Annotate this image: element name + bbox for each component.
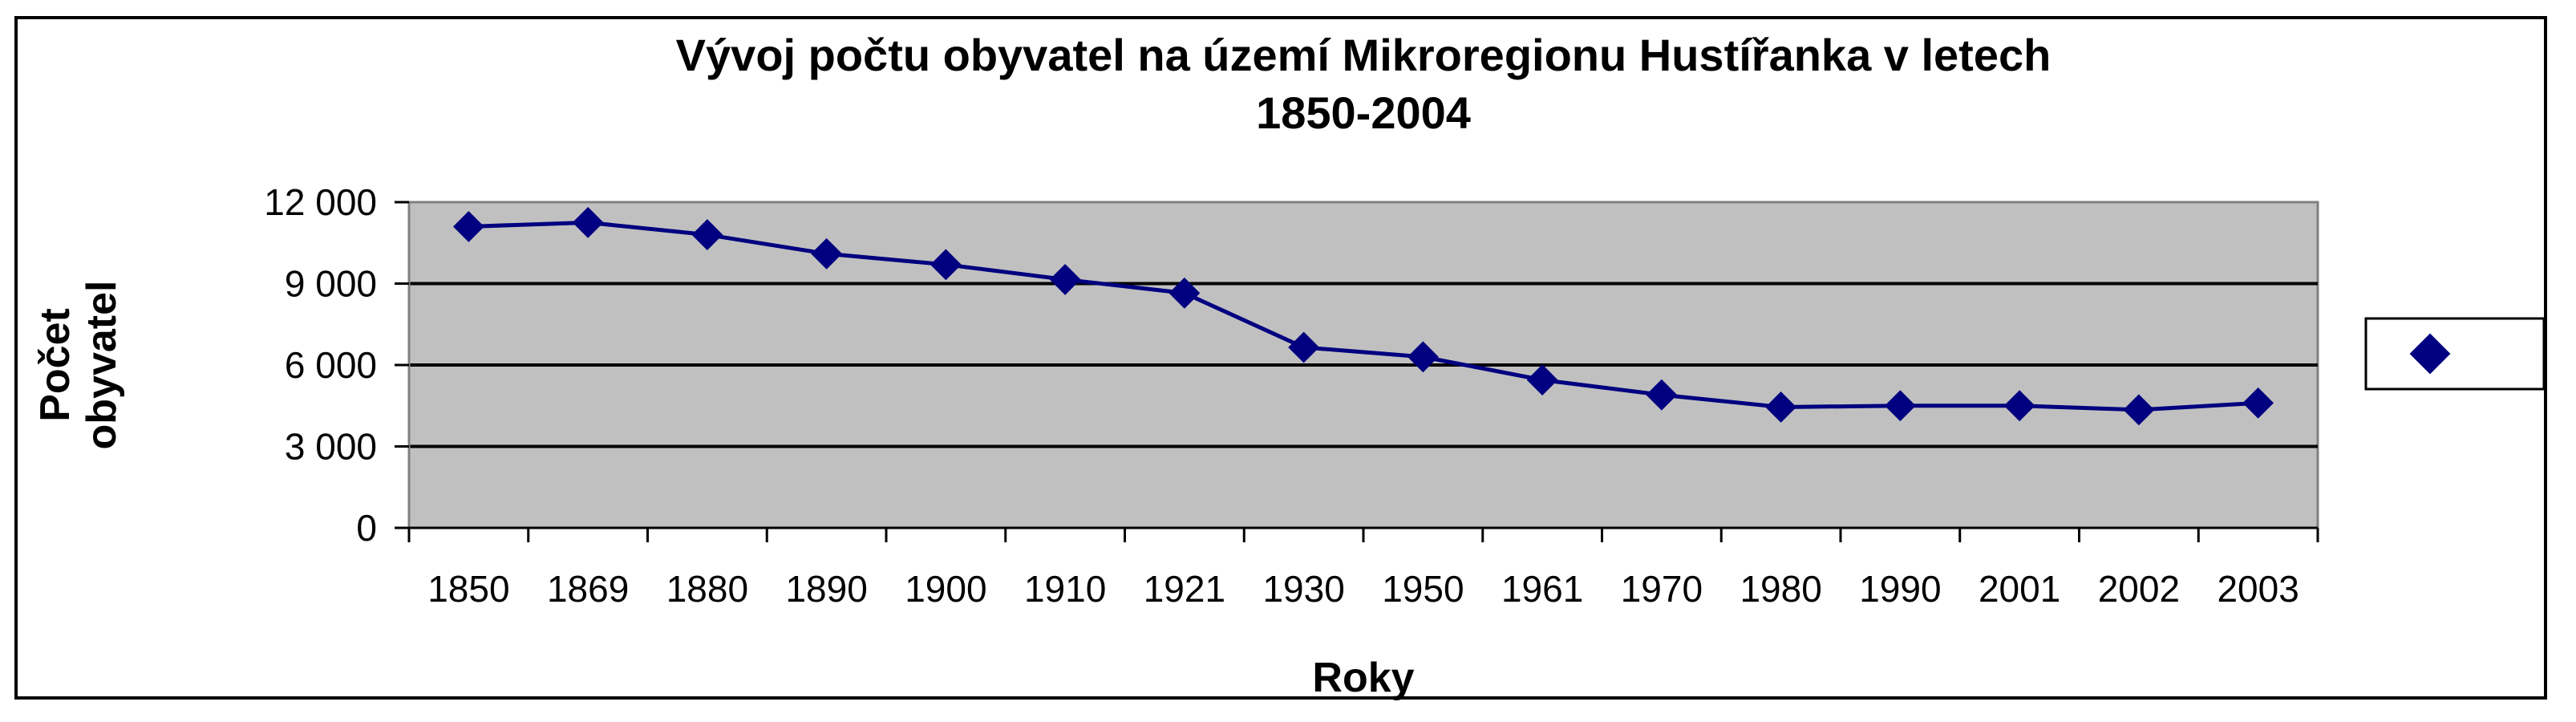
x-tick-label: 1990 bbox=[1859, 568, 1941, 610]
y-tick-label: 0 bbox=[356, 507, 377, 549]
data-point bbox=[1884, 390, 1916, 422]
y-tick-label: 12 000 bbox=[264, 181, 377, 223]
x-tick-label: 1970 bbox=[1621, 568, 1703, 610]
x-tick-label: 1950 bbox=[1382, 568, 1464, 610]
data-point bbox=[811, 237, 843, 270]
x-tick-label: 1921 bbox=[1144, 568, 1225, 610]
data-point bbox=[452, 211, 484, 242]
data-point bbox=[2242, 387, 2274, 419]
y-tick-label: 6 000 bbox=[285, 344, 377, 386]
series-layer bbox=[452, 206, 2274, 426]
data-point bbox=[1526, 364, 1558, 396]
gridlines bbox=[409, 282, 2318, 448]
data-point bbox=[1169, 277, 1201, 309]
x-axis-title: Roky bbox=[1312, 655, 1414, 701]
legend-box bbox=[2364, 317, 2546, 391]
data-point bbox=[1646, 379, 1678, 411]
data-point bbox=[1407, 341, 1439, 373]
x-tick-label: 1980 bbox=[1740, 568, 1821, 610]
y-tick-label: 3 000 bbox=[285, 426, 377, 468]
x-tick-label: 2003 bbox=[2217, 568, 2299, 610]
data-point bbox=[1288, 331, 1320, 363]
x-tick-label: 1880 bbox=[666, 568, 748, 610]
chart-title-line2: 1850-2004 bbox=[1256, 87, 1471, 138]
data-point bbox=[930, 249, 962, 281]
y-axis: 0 3 000 6 000 9 000 12 000 bbox=[264, 181, 411, 549]
x-tick-label: 1869 bbox=[547, 568, 629, 610]
x-axis: 1850 1869 1880 1890 1900 1910 1921 1930 1950 1961… bbox=[407, 526, 2319, 610]
legend-layer bbox=[2409, 333, 2451, 375]
y-axis-title-line1: Počet bbox=[32, 308, 79, 422]
y-tick-label: 9 000 bbox=[285, 263, 377, 305]
x-tick-label: 1961 bbox=[1501, 568, 1583, 610]
x-tick-label: 1910 bbox=[1024, 568, 1106, 610]
data-point bbox=[1049, 264, 1081, 295]
x-tick-label: 2001 bbox=[1979, 568, 2060, 610]
legend-marker bbox=[2409, 333, 2451, 375]
data-point bbox=[1765, 391, 1797, 423]
data-point bbox=[2003, 390, 2035, 422]
data-point bbox=[572, 206, 604, 238]
data-point bbox=[2123, 394, 2155, 426]
x-tick-label: 1890 bbox=[785, 568, 867, 610]
x-tick-label: 2002 bbox=[2098, 568, 2180, 610]
y-axis-title-line2: obyvatel bbox=[79, 281, 125, 450]
series-line bbox=[468, 220, 2258, 412]
x-tick-label: 1900 bbox=[905, 568, 986, 610]
data-point bbox=[691, 219, 723, 251]
x-tick-label: 1850 bbox=[427, 568, 509, 610]
chart-title-line1: Vývoj počtu obyvatel na území Mikroregio… bbox=[676, 30, 2051, 80]
x-tick-label: 1930 bbox=[1262, 568, 1344, 610]
